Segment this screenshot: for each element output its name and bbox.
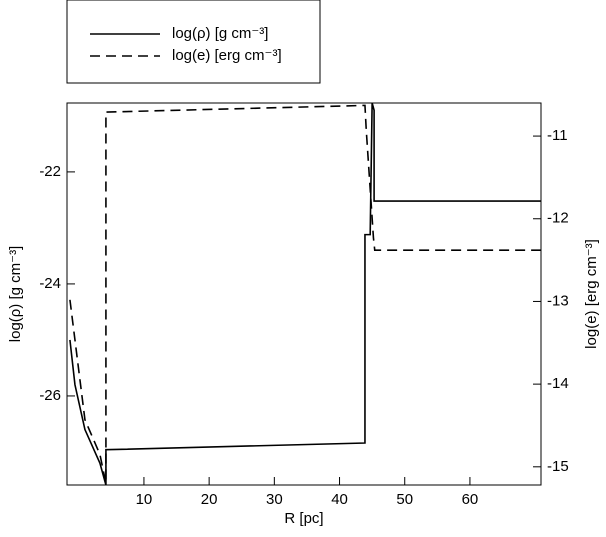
y2-tick-label: -13 xyxy=(547,292,569,309)
y2-tick-label: -14 xyxy=(547,375,569,392)
x-axis-label: R [pc] xyxy=(284,510,323,527)
x-tick-label: 60 xyxy=(462,491,479,508)
y2-tick-label: -11 xyxy=(547,127,568,144)
series-line xyxy=(69,104,541,484)
plot-frame xyxy=(66,102,542,486)
x-tick-label: 20 xyxy=(201,491,218,508)
x-tick-label: 40 xyxy=(331,491,348,508)
legend-label: log(ρ) [g cm⁻³] xyxy=(172,25,268,42)
x-tick-label: 50 xyxy=(396,491,413,508)
y-axis-label: log(ρ) [g cm⁻³] xyxy=(7,246,24,342)
y-tick-label: -24 xyxy=(39,275,61,292)
y-tick-label: -22 xyxy=(39,163,61,180)
legend-label: log(e) [erg cm⁻³] xyxy=(172,47,282,64)
x-tick-label: 10 xyxy=(136,491,153,508)
y2-axis-label: log(e) [erg cm⁻³] xyxy=(583,239,600,349)
x-tick-label: 30 xyxy=(266,491,283,508)
y-tick-label: -26 xyxy=(39,387,61,404)
y2-tick-label: -12 xyxy=(547,210,569,227)
series-line xyxy=(69,102,541,486)
legend-box xyxy=(66,0,321,84)
y2-tick-label: -15 xyxy=(547,458,569,475)
